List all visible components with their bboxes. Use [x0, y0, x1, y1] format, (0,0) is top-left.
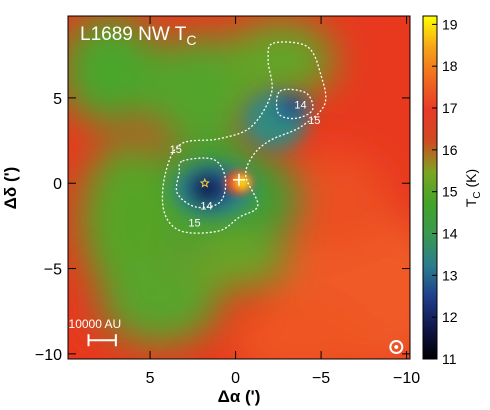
colorbar-tick-label: 17 [442, 100, 458, 116]
colorbar-tick-label: 16 [442, 142, 458, 158]
contour-label-3: 14 [200, 200, 212, 212]
y-tick-label: 5 [53, 91, 62, 108]
x-tick-label: 5 [146, 370, 155, 387]
colorbar-tick-label: 12 [442, 309, 458, 325]
scale-bar-label: 10000 AU [69, 317, 122, 331]
plot-frame [67, 15, 411, 360]
colorbar-tick-label: 11 [442, 351, 457, 367]
contour-label-2: 15 [308, 115, 320, 127]
x-tick-label: 0 [231, 370, 240, 387]
star-marker [199, 177, 210, 188]
colorbar-tick-label: 19 [442, 16, 458, 32]
markers [199, 173, 245, 188]
contour-15-0 [161, 41, 327, 234]
y-tick-label: −5 [44, 262, 62, 279]
y-tick-label: −10 [35, 347, 62, 364]
beam-marker [389, 340, 404, 355]
colorbar-gradient [422, 15, 438, 360]
scale-bar: 10000 AU [69, 317, 122, 347]
x-tick-label: −10 [393, 370, 420, 387]
green-regions [68, 16, 335, 345]
x-axis-ticks: 5 0 −5 −10 [146, 16, 420, 387]
y-axis-label: Δδ (') [1, 167, 20, 210]
colorbar-ticks: 11 12 13 14 15 16 17 18 19 [432, 16, 458, 367]
contour-label-1: 14 [294, 100, 306, 112]
y-tick-label: 0 [53, 176, 62, 193]
chart-title: L1689 NW TC [80, 24, 196, 48]
colorbar-tick-label: 18 [442, 58, 458, 74]
colorbar: 11 12 13 14 15 16 17 18 19 TC (K) [422, 15, 483, 367]
contour-14-2 [175, 157, 227, 209]
colorbar-tick-label: 15 [442, 184, 458, 200]
colorbar-label: TC (K) [463, 169, 483, 207]
cool-regions [171, 90, 310, 218]
x-axis-label: Δα (') [218, 387, 261, 406]
x-tick-label: −5 [312, 370, 330, 387]
cross-marker [233, 173, 245, 186]
contours [161, 41, 327, 234]
colorbar-tick-label: 14 [442, 226, 458, 242]
contour-label-0: 15 [170, 144, 182, 156]
contour-label-4: 15 [188, 217, 200, 229]
colorbar-tick-label: 13 [442, 267, 458, 283]
contour-14-1 [275, 88, 314, 120]
y-axis-ticks: 5 0 −5 −10 [35, 91, 410, 364]
